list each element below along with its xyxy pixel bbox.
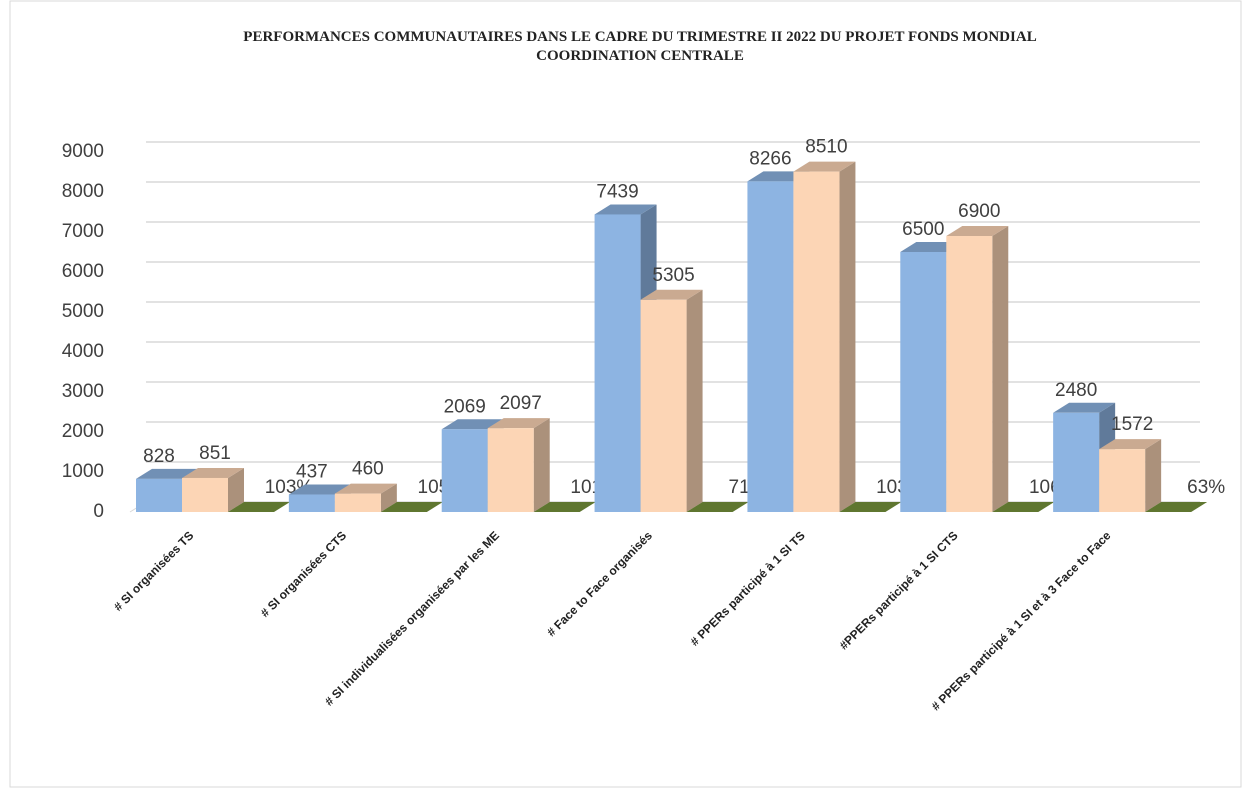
bar	[487, 428, 534, 512]
y-tick-label: 2000	[62, 421, 104, 442]
bar-top	[839, 501, 902, 512]
bar-top	[594, 204, 657, 215]
y-tick-label: 6000	[62, 261, 104, 282]
data-label: 2097	[500, 393, 542, 414]
bar	[136, 478, 182, 512]
bar-top	[487, 418, 550, 429]
bar	[334, 493, 381, 512]
bar	[594, 214, 641, 512]
frame	[9, 0, 1242, 788]
bar-side	[579, 501, 596, 512]
y-tick-label: 3000	[62, 381, 104, 402]
bar-top	[380, 501, 443, 512]
data-label: 1572	[1111, 414, 1153, 435]
bar-side	[533, 418, 550, 512]
data-label: 2069	[444, 396, 486, 417]
data-label: 6500	[902, 219, 944, 240]
bar-top	[1053, 402, 1116, 413]
bar-side	[839, 161, 856, 512]
y-tick-label: 8000	[62, 181, 104, 202]
bar	[182, 477, 228, 512]
bar	[900, 252, 947, 512]
data-label: 5305	[652, 265, 694, 286]
bar-top	[136, 468, 198, 479]
bar-side	[228, 467, 244, 512]
bar-side	[426, 501, 443, 512]
data-label: 8510	[805, 137, 847, 158]
bar-side	[274, 501, 290, 512]
y-tick-label: 7000	[62, 221, 104, 242]
bar-top	[533, 501, 596, 512]
x-tick-label: # SI individualisées organisées par les …	[322, 528, 502, 708]
bar	[640, 299, 687, 512]
bar-side	[686, 289, 703, 512]
y-tick-label: 0	[93, 501, 104, 522]
bar	[1053, 412, 1100, 512]
bar	[1099, 449, 1146, 512]
x-tick-label: # SI organisées CTS	[258, 528, 349, 619]
bar-top	[1145, 501, 1208, 512]
data-label: 63%	[1187, 477, 1225, 498]
bar-side	[1145, 439, 1162, 512]
bar-top	[640, 289, 703, 300]
bar-top	[793, 161, 856, 172]
bar	[747, 181, 794, 513]
bar-top	[686, 501, 749, 512]
bar-top	[182, 467, 244, 478]
y-tick-label: 9000	[62, 141, 104, 162]
chart-title: PERFORMANCES COMMUNAUTAIRES DANS LE CADR…	[243, 29, 1037, 45]
y-tick-label: 1000	[62, 461, 104, 482]
y-tick-label: 5000	[62, 301, 104, 322]
bar-top	[992, 501, 1055, 512]
bar-side	[885, 501, 902, 512]
x-tick-label: # SI organisées TS	[111, 528, 196, 613]
bar-side	[1191, 501, 1208, 512]
data-label: 851	[199, 443, 231, 464]
bar-side	[992, 226, 1009, 512]
data-label: 6900	[958, 201, 1000, 222]
chart-subtitle: COORDINATION CENTRALE	[536, 48, 744, 64]
bar-top	[288, 484, 351, 495]
bar-side	[732, 501, 749, 512]
bar-side	[380, 483, 397, 512]
bar-top	[1099, 439, 1162, 450]
x-tick-label: # PPERs participé à 1 SI et à 3 Face to …	[929, 528, 1114, 713]
bar-top	[441, 419, 504, 430]
bar-top	[228, 501, 290, 512]
bar	[793, 171, 840, 512]
data-label: 7439	[596, 181, 638, 202]
data-label: 8266	[749, 148, 791, 169]
data-label: 828	[143, 446, 175, 467]
data-label: 2480	[1055, 380, 1097, 401]
bar-side	[1038, 501, 1055, 512]
data-label: 460	[352, 459, 384, 480]
bar	[288, 494, 335, 512]
x-tick-label: #PPERs participé à 1 SI CTS	[837, 528, 961, 652]
bar-top	[946, 226, 1009, 236]
y-tick-label: 4000	[62, 341, 104, 362]
x-tick-label: # PPERs participé à 1 SI TS	[688, 528, 808, 648]
title-block: PERFORMANCES COMMUNAUTAIRES DANS LE CADR…	[150, 28, 1130, 66]
bar	[946, 236, 993, 512]
bar	[441, 429, 488, 512]
x-tick-label: # Face to Face organisés	[544, 528, 655, 639]
bar-top	[334, 483, 397, 494]
data-label: 437	[296, 462, 328, 483]
